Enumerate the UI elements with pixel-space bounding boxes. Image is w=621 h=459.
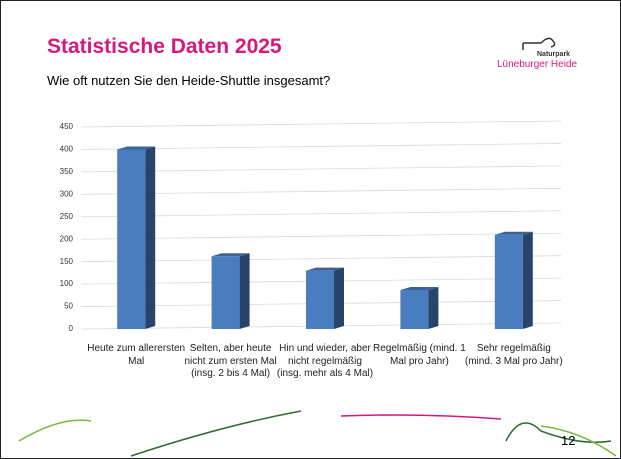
slide-title: Statistische Daten 2025: [47, 35, 282, 58]
grid-line: [80, 187, 562, 195]
bar: [306, 270, 334, 329]
bar: [400, 289, 429, 329]
grid-line: [80, 143, 562, 150]
logo-text: Lüneburger Heide: [497, 59, 578, 70]
bar-top: [400, 286, 439, 290]
x-tick-label: Heute zum allerersten Mal: [87, 343, 186, 367]
y-tick-label: 0: [69, 324, 74, 333]
bar-side: [145, 146, 156, 329]
bar-top: [117, 146, 156, 150]
y-tick-label: 350: [60, 167, 74, 176]
x-tick-label: Hin und wieder, aber nicht regelmäßig (i…: [276, 343, 374, 379]
x-tick-label: Regelmäßig (mind. 1 Mal pro Jahr): [372, 343, 466, 367]
grid-line: [80, 165, 562, 173]
y-tick-label: 250: [60, 212, 74, 221]
y-tick-label: 200: [60, 234, 74, 243]
bar: [211, 256, 240, 329]
bar: [494, 234, 523, 329]
y-tick-label: 450: [60, 122, 74, 131]
y-tick-label: 400: [60, 145, 74, 154]
grid-line: [80, 255, 562, 263]
x-tick-label: Sehr regelmäßig (mind. 3 Mal pro Jahr): [464, 343, 563, 367]
y-tick-label: 300: [60, 189, 74, 198]
bar-top: [494, 231, 533, 235]
bar-top: [211, 253, 250, 257]
logo-icon: [522, 37, 556, 50]
chart-title: Wie oft nutzen Sie den Heide-Shuttle ins…: [47, 73, 331, 88]
y-tick-label: 50: [64, 302, 73, 311]
bar-side: [239, 253, 250, 329]
grid-line: [80, 210, 562, 218]
bar-side: [334, 267, 344, 329]
bar: [117, 149, 146, 329]
bar-side: [428, 286, 439, 329]
x-tick-label: Selten, aber heute nicht zum ersten Mal …: [184, 343, 277, 379]
bar-top: [306, 267, 344, 271]
y-tick-label: 100: [60, 279, 74, 288]
bar-side: [522, 231, 533, 329]
decoration: [18, 410, 617, 457]
page-number: 12: [561, 433, 576, 448]
y-tick-label: 150: [60, 257, 74, 266]
grid-line: [80, 120, 562, 128]
logo-text: Naturpark: [537, 51, 571, 58]
grid-line: [80, 232, 562, 240]
